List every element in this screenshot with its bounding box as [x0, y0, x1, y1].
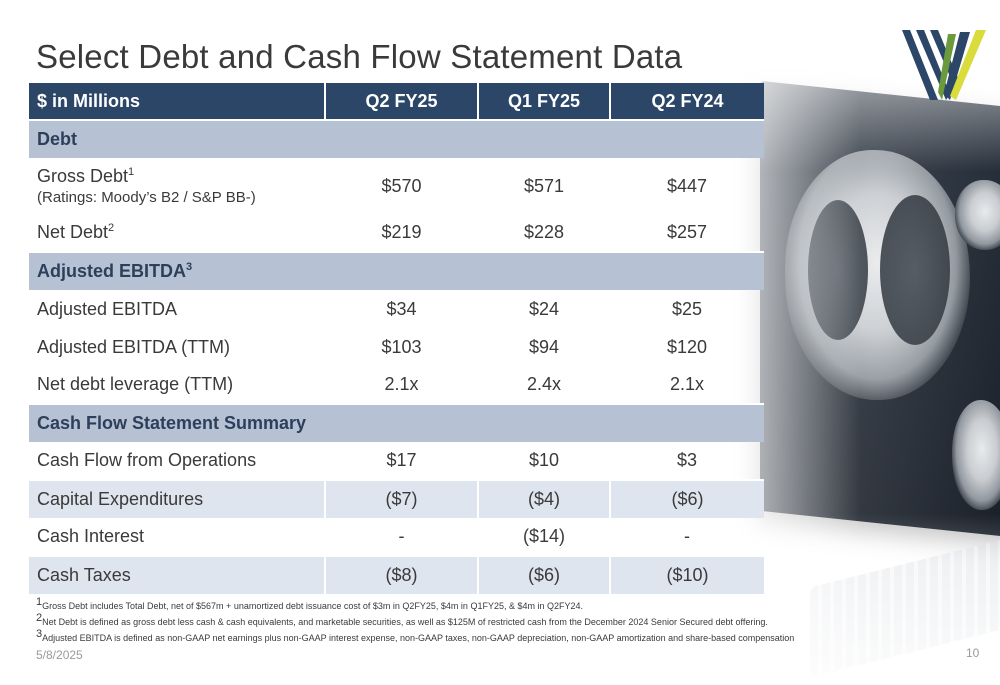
- table-header-row: $ in Millions Q2 FY25 Q1 FY25 Q2 FY24: [29, 83, 764, 120]
- row-label: Net debt leverage (TTM): [37, 374, 234, 394]
- row-label: Adjusted EBITDA: [37, 298, 178, 319]
- cell-value: ($6): [478, 555, 611, 594]
- row-label: Net Debt2: [29, 214, 325, 252]
- cell-value: $257: [666, 222, 708, 242]
- cell-value: $10: [528, 450, 560, 470]
- row-label: Gross Debt1 (Ratings: Moody’s B2 / S&P B…: [29, 158, 325, 214]
- table-row-adjusted-ebitda: Adjusted EBITDA $34 $24 $25: [29, 290, 764, 328]
- slide-date: 5/8/2025: [36, 648, 83, 662]
- footnote-text: Adjusted EBITDA is defined as non-GAAP n…: [42, 633, 795, 643]
- cell-value: $447: [666, 175, 708, 196]
- cell-value: 2.1x: [669, 374, 705, 394]
- footnote-ref: 3: [186, 261, 193, 273]
- table-row-net-debt-leverage: Net debt leverage (TTM) 2.1x 2.4x 2.1x: [29, 366, 764, 404]
- section-label: Cash Flow Statement Summary: [29, 403, 764, 442]
- cell-value: ($6): [610, 479, 764, 518]
- row-label: Adjusted EBITDA (TTM): [37, 336, 231, 357]
- cell-value: ($7): [325, 479, 479, 518]
- table-row-capital-expenditures: Capital Expenditures ($7) ($4) ($6): [29, 479, 764, 518]
- gross-debt-label: Gross Debt: [37, 166, 129, 186]
- cell-value: -: [398, 526, 405, 546]
- table-row-gross-debt: Gross Debt1 (Ratings: Moody’s B2 / S&P B…: [29, 158, 764, 214]
- cell-value: $24: [528, 298, 560, 319]
- footnote-ref: 1: [128, 166, 135, 178]
- section-label: Adjusted EBITDA3: [29, 251, 764, 290]
- cell-value: ($14): [522, 526, 566, 546]
- debt-cashflow-table: $ in Millions Q2 FY25 Q1 FY25 Q2 FY24 De…: [29, 83, 764, 594]
- row-label: Cash Interest: [37, 526, 145, 546]
- cell-value: $219: [381, 222, 422, 242]
- cell-value: ($8): [325, 555, 479, 594]
- table-row-cash-flow-operations: Cash Flow from Operations $17 $10 $3: [29, 442, 764, 480]
- ratings-sublabel: (Ratings: Moody’s B2 / S&P BB-): [37, 189, 256, 206]
- footnote-number: 1: [36, 596, 43, 608]
- footnote-number: 2: [36, 612, 43, 624]
- header-q2-fy24: Q2 FY24: [610, 83, 764, 120]
- section-row-adjusted-ebitda: Adjusted EBITDA3: [29, 251, 764, 290]
- page-number: 10: [966, 646, 980, 660]
- footnote-number: 3: [36, 628, 43, 640]
- cell-value: $34: [386, 298, 417, 319]
- table-row-net-debt: Net Debt2 $219 $228 $257: [29, 214, 764, 252]
- row-label: Cash Taxes: [29, 555, 326, 594]
- cell-value: $25: [671, 298, 703, 319]
- company-w-logo: [902, 30, 986, 100]
- section-row-cash-flow: Cash Flow Statement Summary: [29, 403, 764, 442]
- header-q1-fy25: Q1 FY25: [478, 83, 611, 120]
- footnote-1: 1Gross Debt includes Total Debt, net of …: [36, 596, 806, 612]
- cell-value: $103: [381, 336, 422, 357]
- footnote-text: Gross Debt includes Total Debt, net of $…: [42, 601, 583, 611]
- footnotes: 1Gross Debt includes Total Debt, net of …: [36, 596, 806, 644]
- footnote-3: 3Adjusted EBITDA is defined as non-GAAP …: [36, 628, 806, 644]
- cell-value: $571: [523, 175, 565, 196]
- cell-value: $120: [666, 336, 708, 357]
- cell-value: -: [684, 526, 690, 546]
- cell-value: $570: [381, 175, 422, 196]
- header-q2-fy25: Q2 FY25: [325, 83, 479, 120]
- cell-value: $3: [676, 450, 698, 470]
- ebitda-section-label: Adjusted EBITDA: [37, 261, 187, 281]
- table-row-cash-interest: Cash Interest - ($14) -: [29, 518, 764, 556]
- cell-value: $94: [528, 336, 560, 357]
- header-units: $ in Millions: [29, 83, 326, 120]
- cell-value: $17: [386, 450, 417, 470]
- cell-value: 2.4x: [526, 374, 562, 394]
- footnote-2: 2Net Debt is defined as gross debt less …: [36, 612, 806, 628]
- page-title: Select Debt and Cash Flow Statement Data: [36, 38, 683, 75]
- row-label: Capital Expenditures: [29, 479, 326, 518]
- section-row-debt: Debt: [29, 119, 764, 158]
- table-row-adjusted-ebitda-ttm: Adjusted EBITDA (TTM) $103 $94 $120: [29, 328, 764, 366]
- row-label: Cash Flow from Operations: [37, 450, 257, 470]
- cell-value: $228: [523, 222, 565, 242]
- cell-value: ($10): [610, 555, 764, 594]
- section-label: Debt: [29, 119, 764, 158]
- footnote-text: Net Debt is defined as gross debt less c…: [42, 617, 768, 627]
- footnote-ref: 2: [108, 222, 115, 234]
- cell-value: ($4): [478, 479, 611, 518]
- table-row-cash-taxes: Cash Taxes ($8) ($6) ($10): [29, 555, 764, 594]
- cell-value: 2.1x: [384, 374, 419, 394]
- net-debt-label: Net Debt: [37, 222, 109, 242]
